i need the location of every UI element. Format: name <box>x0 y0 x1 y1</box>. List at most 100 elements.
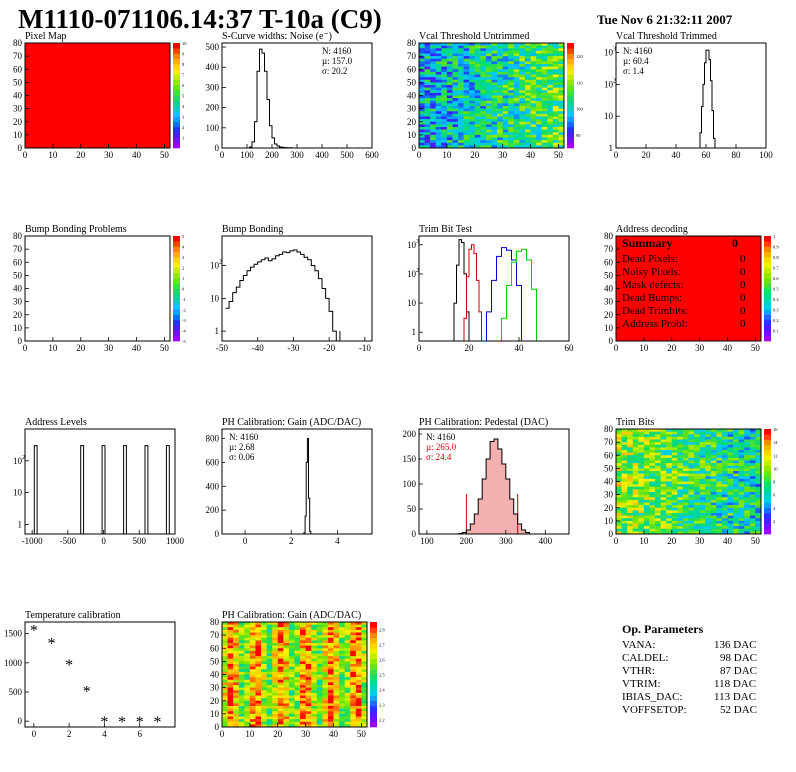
heatmap-cell <box>277 658 284 662</box>
heatmap-cell <box>497 56 503 60</box>
x-tick-label: 0 <box>614 150 619 160</box>
colorbar-segment <box>173 48 180 54</box>
heatmap-cell <box>249 622 256 625</box>
heatmap-cell <box>463 111 470 115</box>
heatmap-cell <box>272 679 279 683</box>
y-tick-label: 10 <box>407 130 417 140</box>
heatmap-cell <box>480 79 487 83</box>
heatmap-cell <box>632 455 639 459</box>
heatmap-cell <box>322 656 329 660</box>
heatmap-cell <box>327 724 334 728</box>
heatmap-cell <box>660 489 667 493</box>
heatmap-cell <box>238 716 245 720</box>
heatmap-cell <box>733 489 739 493</box>
heatmap-cell <box>244 716 251 720</box>
heatmap-cell <box>643 447 650 451</box>
heatmap-cell <box>530 113 537 117</box>
heatmap-cell <box>227 706 234 709</box>
y-tick-label: 40 <box>604 284 614 294</box>
heatmap-cell <box>355 706 362 709</box>
heatmap-cell <box>322 682 329 686</box>
heatmap-cell <box>677 492 684 495</box>
y-tick-label: 10 <box>210 709 220 719</box>
heatmap-cell <box>649 473 656 477</box>
heatmap-cell <box>749 499 756 503</box>
heatmap-cell <box>502 100 509 104</box>
y-tick-label: 80 <box>13 38 23 48</box>
heatmap-cell <box>316 645 323 649</box>
heatmap-cell <box>671 468 678 472</box>
heatmap-cell <box>333 706 340 709</box>
x-tick-label: 10 <box>639 536 649 546</box>
summary-row-label: Mask defects: <box>622 279 684 291</box>
heatmap-cell <box>300 692 306 696</box>
heatmap-cell <box>238 706 245 709</box>
heatmap-cell <box>655 460 661 464</box>
heatmap-cell <box>419 124 425 128</box>
chart-temperature-calibration: Temperature calibration***** * * *0 2 4 605001… <box>4 610 176 739</box>
heatmap-cell <box>446 69 453 73</box>
heatmap-cell <box>222 719 228 723</box>
heatmap-cell <box>627 518 634 522</box>
heatmap-cell <box>632 431 639 435</box>
heatmap-cell <box>266 643 273 646</box>
heatmap-cell <box>233 627 240 631</box>
heatmap-cell <box>294 679 301 683</box>
heatmap-cell <box>552 100 559 104</box>
heatmap-cell <box>283 648 290 652</box>
heatmap-cell <box>694 431 700 435</box>
heatmap-cell <box>355 656 362 660</box>
heatmap-cell <box>446 95 453 99</box>
heatmap-cell <box>233 629 240 633</box>
heatmap-cell <box>530 45 537 49</box>
heatmap-cell <box>255 706 262 709</box>
heatmap-cell <box>300 629 306 633</box>
heatmap-cell <box>294 643 301 646</box>
heatmap-cell <box>350 650 357 654</box>
heatmap-cell <box>682 447 689 451</box>
heatmap-cell <box>660 497 667 501</box>
heatmap-cell <box>541 48 548 52</box>
heatmap-cell <box>547 82 554 86</box>
heatmap-cell <box>643 436 650 440</box>
heatmap-cell <box>238 666 245 670</box>
heatmap-cell <box>632 515 639 519</box>
heatmap-cell <box>244 677 251 681</box>
heatmap-cell <box>649 510 656 514</box>
heatmap-cell <box>430 113 437 117</box>
colorbar-segment <box>173 111 180 117</box>
heatmap-cell <box>435 108 442 112</box>
heatmap-cell <box>649 531 656 535</box>
colorbar-tick-label: 100 <box>576 107 584 112</box>
y-tick-label: 70 <box>13 51 23 61</box>
heatmap-cell <box>621 481 628 485</box>
heatmap-cell <box>558 140 565 144</box>
colorbar-segment <box>173 90 180 96</box>
colorbar-segment <box>764 450 771 456</box>
heatmap-cell <box>261 711 267 715</box>
heatmap-cell <box>355 687 362 691</box>
heatmap-cell <box>655 465 661 469</box>
heatmap-cell <box>424 45 431 49</box>
heatmap-cell <box>744 484 751 488</box>
y-tick-label: 10 <box>210 261 220 271</box>
heatmap-cell <box>682 497 689 501</box>
heatmap-cell <box>266 648 273 652</box>
heatmap-cell <box>430 145 437 149</box>
heatmap-cell <box>655 471 661 474</box>
heatmap-cell <box>277 711 284 715</box>
heatmap-cell <box>643 452 650 456</box>
heatmap-cell <box>660 460 667 464</box>
y-tick-label: 1000 <box>4 658 23 668</box>
heatmap-cell <box>710 476 717 480</box>
heatmap-cell <box>311 713 318 717</box>
heatmap-cell <box>519 137 526 141</box>
heatmap-cell <box>558 121 565 125</box>
heatmap-cell <box>300 690 306 694</box>
heatmap-cell <box>361 664 368 667</box>
heatmap-cell <box>333 674 340 678</box>
heatmap-cell <box>627 452 634 456</box>
heatmap-cell <box>688 471 695 474</box>
